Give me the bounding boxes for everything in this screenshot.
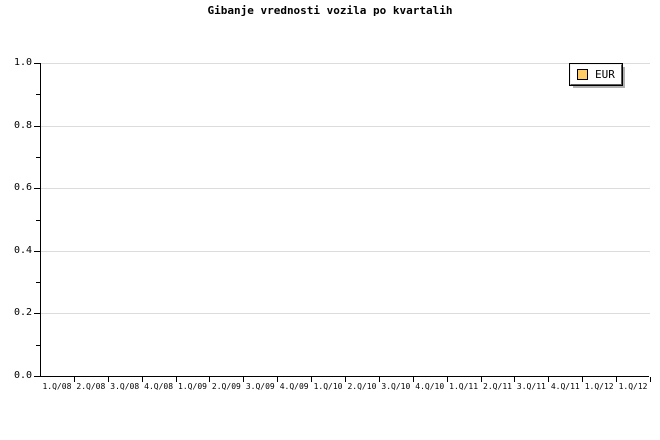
y-axis-label: 1.0 [13,57,32,68]
y-axis-label: 0.2 [13,307,32,319]
x-axis-label: 1.Q/12 [618,382,648,391]
x-axis-tick [548,377,549,382]
x-axis-tick [413,377,414,382]
x-axis-tick [379,377,380,382]
y-axis-tick-major [34,63,40,64]
y-axis-tick-major [34,188,40,190]
x-axis-label: 1.Q/08 [42,382,72,391]
x-axis-label: 3.Q/09 [245,382,275,391]
x-axis-label: 4.Q/08 [144,382,174,391]
y-axis-label: 0.8 [13,119,32,131]
x-axis-label: 2.Q/09 [211,382,241,391]
x-axis-tick [74,377,75,382]
y-axis-label: 0.4 [13,244,32,256]
y-axis-tick-major [34,376,40,377]
y-axis-label: 0.6 [13,182,32,194]
x-axis-label: 1.Q/10 [313,382,343,391]
x-axis-label: 3.Q/08 [110,382,140,391]
x-axis-tick [142,377,143,382]
gridline-y [40,63,650,64]
y-axis-tick-minor [36,156,40,158]
x-axis-tick [514,377,515,382]
y-axis-line [40,63,41,377]
chart-title: Gibanje vrednosti vozila po kvartalih [207,4,453,17]
x-axis-tick [481,377,482,382]
chart-legend: EUR [569,63,623,86]
y-axis-tick-major [34,250,40,252]
x-axis-label: 3.Q/11 [516,382,546,391]
y-axis-tick-major [34,125,40,127]
x-axis-tick [616,377,617,382]
x-axis-tick [582,377,583,382]
x-axis-label: 4.Q/11 [550,382,580,391]
x-axis-tick [277,377,278,382]
legend-label-eur: EUR [595,68,615,81]
x-axis-label: 1.Q/09 [178,382,207,391]
x-axis-line [40,376,649,377]
gridline-y [40,250,650,252]
x-axis-label: 1.Q/12 [584,382,614,391]
x-axis-tick [447,377,448,382]
x-axis-tick [650,377,651,382]
x-axis-label: 4.Q/09 [279,382,309,391]
x-axis-label: 2.Q/11 [483,382,512,391]
y-axis-label: 0.0 [13,370,32,381]
x-axis-label: 2.Q/08 [76,382,106,391]
y-axis-tick-major [34,313,40,315]
gridline-y [40,188,650,190]
x-axis-label: 1.Q/11 [449,382,479,391]
x-axis-label: 4.Q/10 [415,382,445,391]
x-axis-tick [176,377,177,382]
x-axis-tick [311,377,312,382]
x-axis-label: 2.Q/10 [347,382,377,391]
gridline-y [40,313,650,315]
x-axis-tick [345,377,346,382]
x-axis-label: 3.Q/10 [381,382,411,391]
plot-area [40,63,650,376]
gridline-y [40,125,650,127]
x-axis-tick [108,377,109,382]
x-axis-tick [209,377,210,382]
y-axis-tick-minor [36,94,40,96]
y-axis-tick-minor [36,344,40,346]
legend-swatch-eur-icon [577,69,588,80]
y-axis-tick-minor [36,282,40,284]
y-axis-tick-minor [36,219,40,221]
x-axis-tick [243,377,244,382]
